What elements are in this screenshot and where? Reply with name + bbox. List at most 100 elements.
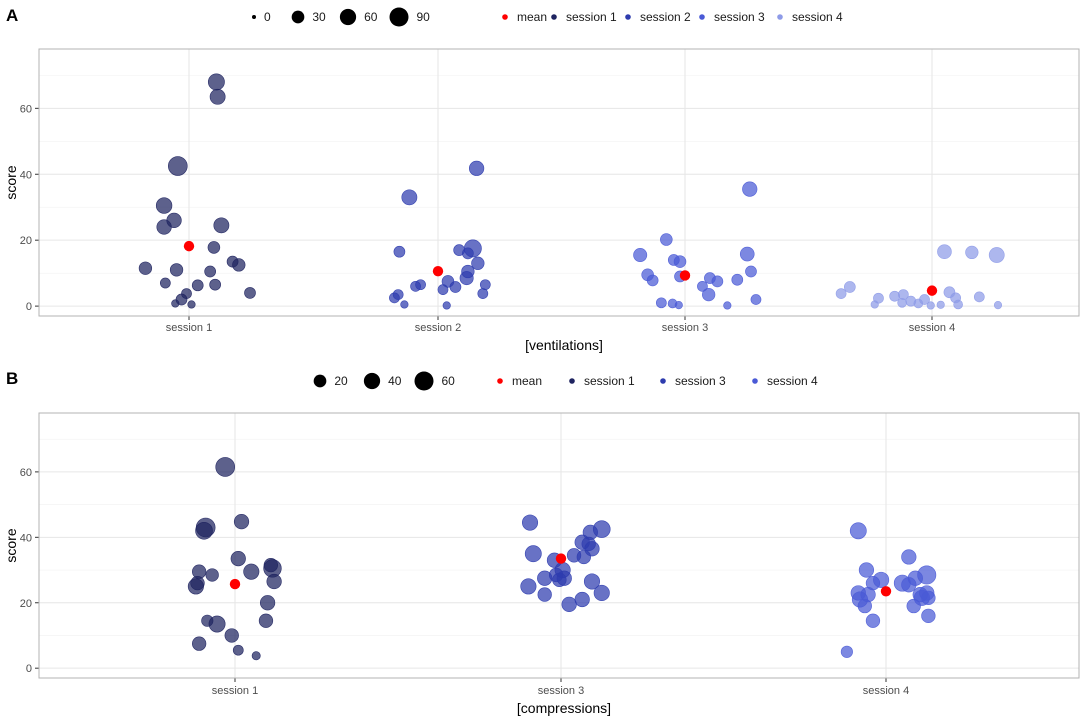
data-point: [913, 298, 924, 309]
y-tick-label: 20: [20, 235, 32, 247]
y-tick-label: 0: [26, 301, 32, 313]
data-point: [583, 573, 600, 590]
data-point: [988, 247, 1005, 263]
data-point: [673, 255, 687, 268]
size-legend-label: 90: [417, 10, 431, 24]
data-point: [921, 590, 936, 605]
x-axis-title: [ventilations]: [525, 337, 603, 353]
color-legend-dot: [502, 14, 508, 20]
data-point: [926, 301, 935, 310]
color-legend-dot: [625, 14, 631, 20]
data-point: [205, 568, 219, 582]
data-point: [187, 300, 196, 309]
size-legend-dot: [389, 7, 409, 27]
data-point: [840, 645, 853, 658]
data-point: [233, 514, 250, 530]
x-tick-label: session 4: [909, 322, 955, 334]
mean-point: [880, 586, 892, 597]
color-legend-label: mean: [512, 374, 542, 388]
data-point: [537, 570, 553, 586]
color-legend-dot: [551, 14, 557, 20]
color-legend-label: mean: [517, 10, 547, 24]
data-point: [479, 279, 491, 291]
data-point: [993, 301, 1003, 310]
data-point: [215, 457, 236, 477]
panel-b: B 20 40 60 mean session 1 session 3 session 4 0 2…: [3, 369, 1080, 716]
data-point: [843, 281, 856, 293]
data-point: [169, 263, 184, 277]
data-point: [400, 300, 409, 309]
data-point: [138, 261, 153, 275]
data-point: [195, 521, 213, 540]
panel-letter: A: [6, 6, 18, 25]
data-point: [697, 280, 708, 292]
data-point: [393, 245, 406, 258]
size-legend-label: 60: [364, 10, 378, 24]
data-point: [574, 591, 590, 608]
plot-border: [38, 412, 1080, 679]
data-point: [209, 278, 221, 291]
data-point: [243, 563, 260, 580]
data-point: [159, 277, 171, 289]
data-point: [251, 651, 261, 661]
mean-point: [183, 240, 195, 252]
y-axis-title: score: [3, 165, 19, 199]
data-point: [258, 613, 274, 628]
data-point: [593, 584, 610, 601]
mean-point: [679, 270, 691, 281]
data-point: [437, 284, 449, 295]
data-point: [870, 300, 879, 309]
panel-letter: B: [6, 369, 18, 388]
size-legend-label: 0: [264, 10, 271, 24]
mean-point: [555, 553, 567, 564]
size-legend-label: 20: [334, 374, 348, 388]
data-point: [552, 572, 567, 587]
data-point: [167, 156, 188, 176]
plot-area: [39, 49, 1079, 316]
mean-point: [432, 265, 444, 277]
data-point: [230, 550, 246, 567]
data-point: [259, 595, 276, 611]
size-legend-label: 30: [312, 10, 326, 24]
color-legend-label: session 1: [584, 374, 635, 388]
data-point: [865, 613, 881, 628]
data-point: [849, 522, 867, 540]
size-legend-dot: [414, 371, 434, 391]
data-point: [449, 281, 462, 293]
data-point: [858, 562, 875, 578]
data-point: [224, 628, 239, 643]
data-point: [410, 280, 421, 292]
data-point: [835, 288, 847, 299]
data-point: [213, 217, 230, 234]
data-point: [244, 287, 256, 299]
y-tick-label: 60: [20, 467, 32, 479]
color-legend-label: session 4: [792, 10, 843, 24]
data-point: [204, 265, 217, 278]
data-point: [207, 73, 225, 91]
data-point: [561, 596, 577, 612]
data-point: [723, 301, 732, 310]
y-tick-label: 40: [20, 169, 32, 181]
data-point: [901, 549, 917, 565]
color-legend-label: session 4: [767, 374, 818, 388]
data-point: [389, 292, 400, 304]
data-point: [468, 160, 485, 176]
size-legend-dot: [313, 374, 327, 388]
plot-area: [39, 413, 1079, 678]
panel-a: A 0 30 60 90 mean session 1 session 2 session 3 s…: [3, 6, 1080, 353]
x-axis-title: [compressions]: [517, 700, 611, 716]
data-point: [906, 598, 921, 614]
x-tick-label: session 3: [538, 685, 584, 697]
x-tick-label: session 2: [415, 322, 461, 334]
data-point: [191, 279, 204, 292]
data-point: [208, 615, 226, 633]
data-point: [973, 291, 985, 303]
data-point: [156, 219, 172, 235]
data-point: [936, 300, 945, 309]
x-tick-label: session 1: [212, 685, 258, 697]
data-point: [524, 545, 542, 563]
y-tick-label: 40: [20, 532, 32, 544]
data-point: [187, 578, 204, 595]
color-legend-dot: [569, 378, 575, 384]
